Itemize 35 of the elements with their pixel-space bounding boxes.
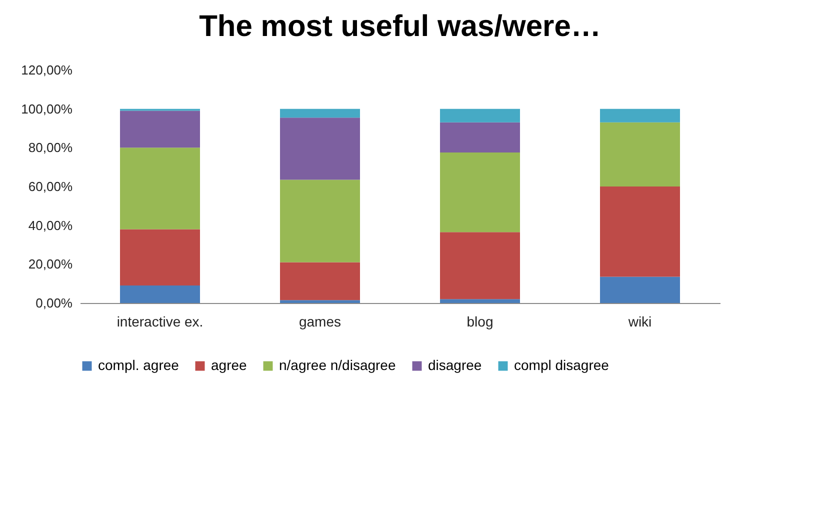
bar — [280, 262, 360, 300]
bar — [440, 232, 520, 300]
bar — [600, 276, 680, 303]
x-tick-label: interactive ex. — [116, 314, 204, 330]
bar — [280, 300, 360, 303]
y-tick-label: 100,00% — [21, 101, 73, 116]
bar — [120, 286, 200, 303]
x-tick-label: blog — [466, 314, 494, 330]
bar — [120, 148, 200, 230]
bar — [280, 118, 360, 180]
y-tick-label: 40,00% — [28, 218, 73, 233]
x-tick-label: wiki — [627, 314, 652, 330]
legend-label: agree — [211, 357, 248, 373]
bar — [600, 122, 680, 186]
y-tick-label: 60,00% — [28, 179, 73, 194]
legend-label: compl. agree — [98, 357, 180, 373]
bar — [440, 122, 520, 153]
legend-label: disagree — [428, 357, 482, 373]
x-tick-label: games — [298, 314, 342, 330]
bar — [600, 186, 680, 277]
legend-label: compl disagree — [514, 357, 610, 373]
y-tick-label: 0,00% — [36, 296, 73, 310]
y-tick-label: 20,00% — [28, 256, 73, 272]
y-tick-label: 120,00% — [21, 62, 73, 78]
bar — [280, 180, 360, 262]
bar — [120, 110, 200, 148]
bar — [120, 229, 200, 286]
bar — [440, 108, 520, 122]
chart-title: The most useful was/were… — [199, 10, 601, 43]
bar — [600, 108, 680, 122]
bar — [280, 108, 360, 118]
y-tick-label: 80,00% — [28, 140, 73, 156]
legend-label: n/agree n/disagree — [279, 357, 396, 373]
bar — [440, 152, 520, 232]
bar — [440, 299, 520, 303]
